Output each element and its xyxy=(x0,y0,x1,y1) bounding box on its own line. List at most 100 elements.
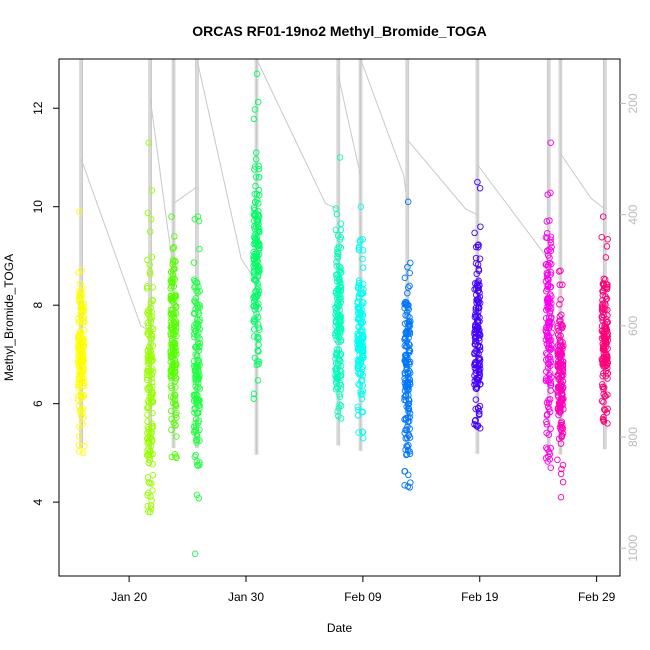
data-point xyxy=(173,414,180,421)
data-point xyxy=(557,320,565,328)
flight-series xyxy=(250,70,263,402)
data-point xyxy=(77,318,84,325)
data-point xyxy=(476,337,483,345)
data-point xyxy=(556,301,563,308)
data-point xyxy=(194,213,202,220)
data-point xyxy=(75,384,82,391)
data-point xyxy=(334,250,342,258)
x-axis-label: Date xyxy=(327,621,353,635)
data-point xyxy=(600,345,608,353)
data-point xyxy=(148,398,155,406)
data-point xyxy=(359,391,366,398)
data-point xyxy=(356,338,363,346)
data-point xyxy=(475,411,483,418)
data-point xyxy=(254,98,262,106)
data-point xyxy=(252,155,260,163)
data-point xyxy=(471,417,479,425)
data-point xyxy=(252,301,260,308)
data-point xyxy=(80,349,87,357)
data-point xyxy=(476,402,484,410)
data-point xyxy=(144,418,151,425)
data-point xyxy=(603,316,610,323)
data-point xyxy=(359,289,367,297)
data-point xyxy=(599,314,606,322)
data-point xyxy=(193,437,201,444)
data-point xyxy=(545,276,552,283)
data-point xyxy=(170,310,178,318)
data-point xyxy=(359,298,366,306)
data-point xyxy=(144,374,151,381)
data-point xyxy=(145,322,152,329)
data-point xyxy=(255,207,262,215)
data-point xyxy=(475,366,482,374)
data-point xyxy=(196,343,203,350)
data-point xyxy=(544,285,551,293)
data-point xyxy=(334,313,342,320)
data-point xyxy=(334,408,341,415)
data-point xyxy=(144,347,152,354)
data-point xyxy=(169,267,177,274)
data-point xyxy=(357,203,365,210)
data-point xyxy=(337,269,344,277)
data-point xyxy=(405,359,413,366)
data-point xyxy=(167,293,175,300)
data-point xyxy=(404,423,411,430)
data-point xyxy=(405,328,412,335)
data-point xyxy=(476,255,484,262)
data-point xyxy=(545,297,553,304)
data-point xyxy=(148,308,156,316)
data-point xyxy=(77,280,84,287)
data-point xyxy=(543,418,550,426)
data-point xyxy=(195,217,203,225)
data-point xyxy=(604,281,611,288)
data-point xyxy=(193,279,201,287)
plot-frame xyxy=(58,58,621,577)
data-point xyxy=(358,395,366,403)
altitude-transit xyxy=(477,164,550,260)
data-point xyxy=(404,418,412,426)
data-point xyxy=(254,258,262,265)
data-point xyxy=(548,260,555,268)
data-point xyxy=(544,458,551,465)
data-point xyxy=(145,403,152,411)
data-point xyxy=(355,277,363,284)
x-tick-label: Feb 29 xyxy=(578,590,616,604)
data-point xyxy=(545,399,553,406)
data-point xyxy=(169,325,177,333)
data-point xyxy=(476,343,484,351)
data-point xyxy=(472,385,480,392)
data-point xyxy=(332,288,340,295)
data-point xyxy=(359,428,367,436)
data-point xyxy=(149,356,157,364)
data-point xyxy=(555,375,562,383)
flight-series xyxy=(542,139,555,471)
data-point xyxy=(556,313,564,320)
data-point xyxy=(547,233,555,241)
data-point xyxy=(148,253,156,261)
flight-series xyxy=(598,213,612,427)
data-point xyxy=(556,424,564,431)
data-point xyxy=(193,345,201,352)
data-point xyxy=(194,376,202,383)
data-point xyxy=(546,294,553,302)
data-point xyxy=(405,391,412,399)
data-point xyxy=(147,431,154,438)
data-point xyxy=(474,297,481,304)
data-point xyxy=(196,371,203,379)
data-point xyxy=(75,332,83,339)
data-point xyxy=(337,368,345,375)
data-point xyxy=(250,326,258,333)
data-point xyxy=(144,447,151,455)
data-point xyxy=(332,360,340,367)
data-point xyxy=(335,404,343,412)
data-point xyxy=(547,346,554,354)
x-tick-label: Feb 19 xyxy=(461,590,499,604)
data-point xyxy=(149,487,156,494)
data-point xyxy=(477,223,484,230)
data-point xyxy=(253,254,260,261)
data-point xyxy=(168,213,175,220)
data-point xyxy=(543,421,551,428)
data-point xyxy=(547,425,554,433)
data-point xyxy=(542,234,550,241)
